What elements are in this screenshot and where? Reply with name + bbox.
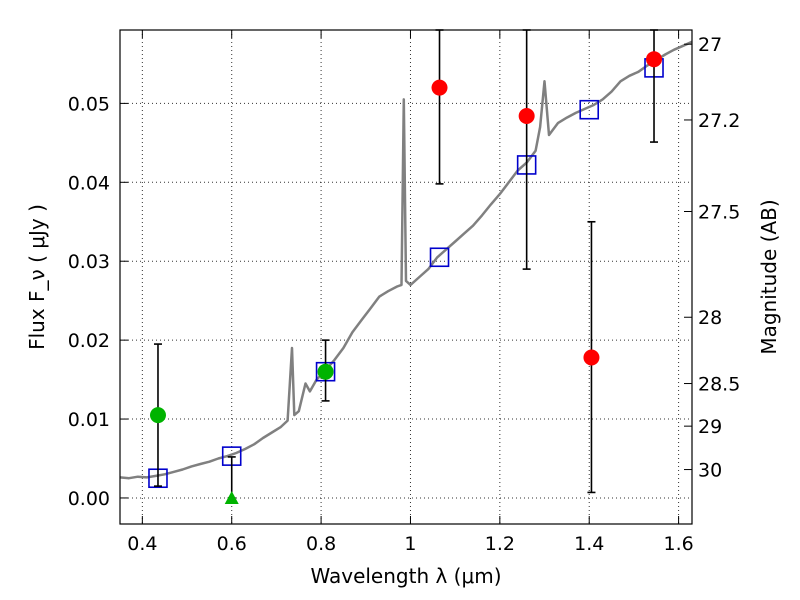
x-tick-label: 1.6 bbox=[663, 533, 693, 555]
y-axis-label: Flux F_ν ( μJy ) bbox=[25, 204, 49, 350]
red-data-point bbox=[646, 51, 663, 68]
y2-tick-label: 29 bbox=[698, 416, 722, 438]
x-tick-label: 1.4 bbox=[574, 533, 604, 555]
model-spectrum-line bbox=[119, 40, 693, 480]
y-tick-label: 0.05 bbox=[68, 93, 110, 115]
x-tick-label: 0.6 bbox=[217, 533, 247, 555]
model-photometry-point bbox=[579, 99, 600, 120]
y2-tick-label: 27 bbox=[698, 34, 722, 56]
y2-tick-label: 28 bbox=[698, 307, 722, 329]
green-data-point bbox=[317, 363, 334, 380]
x-axis-label: Wavelength λ (μm) bbox=[310, 564, 501, 588]
red-data-point bbox=[431, 79, 448, 96]
y-tick-label: 0.04 bbox=[68, 172, 110, 194]
green-data-point bbox=[149, 407, 166, 424]
ticks bbox=[120, 30, 692, 524]
y-tick-label: 0.03 bbox=[68, 251, 110, 273]
red-data-point bbox=[518, 108, 535, 125]
x-tick-label: 1 bbox=[404, 533, 416, 555]
y-tick-label: 0.01 bbox=[68, 409, 110, 431]
plot-frame bbox=[119, 29, 693, 525]
y-tick-label: 0.00 bbox=[68, 488, 110, 510]
x-tick-label: 0.8 bbox=[306, 533, 336, 555]
green-upper-limit-triangle bbox=[224, 490, 239, 504]
tick-labels: 0.4 0.6 0.8 1 1.2 1.4 1.6 0.00 0.01 0.02 0.03 0.04 0… bbox=[68, 34, 741, 555]
y2-tick-label: 27.2 bbox=[698, 110, 740, 132]
y2-tick-label: 30 bbox=[698, 460, 722, 482]
y-tick-label: 0.02 bbox=[68, 330, 110, 352]
y2-tick-label: 27.5 bbox=[698, 202, 740, 224]
x-tick-label: 1.2 bbox=[485, 533, 515, 555]
model-photometry-point bbox=[429, 247, 450, 268]
red-data-point bbox=[583, 349, 600, 366]
y2-axis-label: Magnitude (AB) bbox=[757, 199, 781, 354]
series-layer bbox=[119, 29, 693, 504]
y2-tick-label: 28.5 bbox=[698, 374, 740, 396]
x-tick-label: 0.4 bbox=[127, 533, 157, 555]
